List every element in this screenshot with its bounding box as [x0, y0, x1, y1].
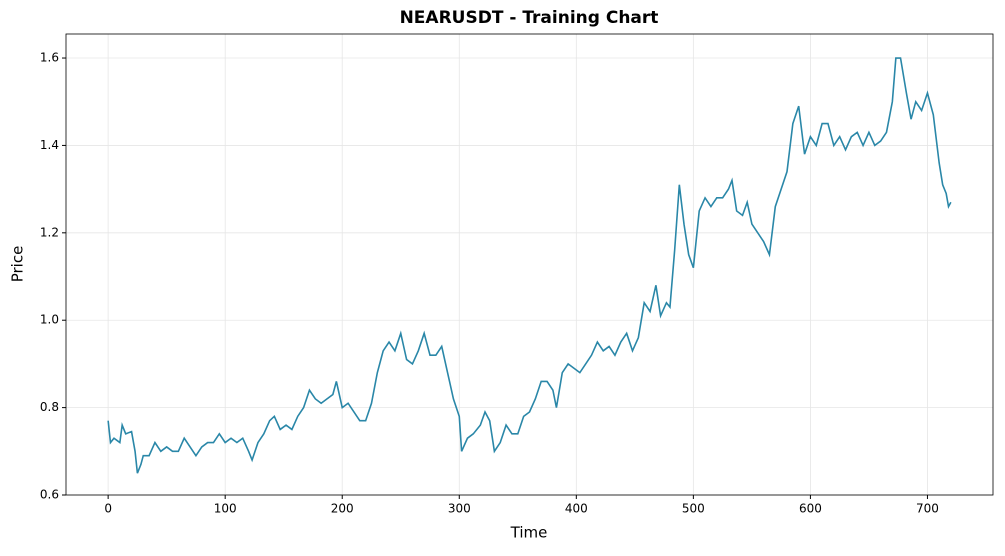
- y-tick-label: 1.4: [40, 138, 59, 152]
- y-tick-label: 1.2: [40, 225, 59, 239]
- price-line: [107, 57, 952, 474]
- plot-frame: [65, 33, 994, 496]
- x-tick-label: 100: [214, 502, 237, 516]
- y-axis-label: Price: [9, 246, 27, 283]
- x-tick-label: 400: [565, 502, 588, 516]
- x-tick-label: 500: [682, 502, 705, 516]
- x-tick-label: 700: [916, 502, 939, 516]
- x-tick-label: 600: [799, 502, 822, 516]
- x-tick-label: 300: [448, 502, 471, 516]
- x-tick-label: 0: [104, 502, 112, 516]
- x-tick-label: 200: [331, 502, 354, 516]
- chart-title: NEARUSDT - Training Chart: [400, 8, 659, 28]
- y-tick-label: 0.8: [40, 400, 59, 414]
- y-tick-label: 1.0: [40, 313, 59, 327]
- y-tick-label: 0.6: [40, 488, 59, 502]
- y-tick-label: 1.6: [40, 51, 59, 65]
- x-axis-label: Time: [510, 524, 548, 542]
